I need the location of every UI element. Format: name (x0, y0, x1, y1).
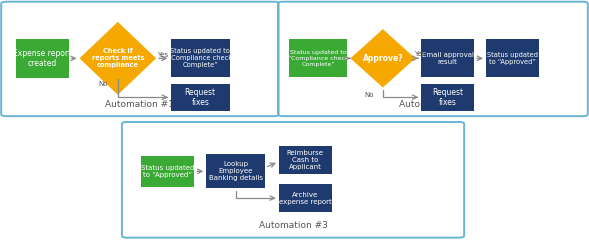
Text: Approve?: Approve? (363, 54, 403, 63)
Text: Request
fixes: Request fixes (432, 87, 463, 107)
FancyBboxPatch shape (279, 146, 332, 174)
Text: Archive
expense report: Archive expense report (279, 191, 332, 205)
Text: No: No (364, 92, 373, 98)
FancyBboxPatch shape (421, 40, 474, 77)
Text: Automation #1: Automation #1 (105, 100, 174, 109)
Text: Request
fixes: Request fixes (185, 87, 216, 107)
Text: Status updated to
“Compliance check
Complete”: Status updated to “Compliance check Comp… (168, 48, 232, 68)
Text: Automation #2: Automation #2 (399, 100, 467, 109)
Polygon shape (350, 29, 415, 87)
FancyBboxPatch shape (486, 40, 539, 77)
FancyBboxPatch shape (206, 154, 265, 188)
Text: Yes: Yes (413, 52, 425, 57)
FancyBboxPatch shape (279, 184, 332, 212)
FancyBboxPatch shape (171, 40, 230, 77)
Text: Reimburse
Cash to
Applicant: Reimburse Cash to Applicant (287, 150, 323, 170)
FancyBboxPatch shape (421, 84, 474, 111)
Text: Email approval
result: Email approval result (422, 52, 474, 65)
FancyBboxPatch shape (171, 84, 230, 111)
Text: Status updated
to “Approved”: Status updated to “Approved” (487, 52, 538, 65)
Text: No: No (98, 81, 108, 87)
Text: Automation #3: Automation #3 (259, 221, 327, 230)
FancyBboxPatch shape (141, 156, 194, 187)
Text: Status updated
to “Approved”: Status updated to “Approved” (141, 165, 194, 178)
FancyBboxPatch shape (16, 39, 69, 78)
Polygon shape (80, 22, 156, 95)
Text: Lookup
Employee
Banking details: Lookup Employee Banking details (209, 161, 263, 181)
FancyBboxPatch shape (289, 40, 347, 77)
Text: Check if
reports meets
compliance: Check if reports meets compliance (91, 48, 144, 68)
Text: Yes: Yes (157, 52, 169, 58)
Text: Expense report
created: Expense report created (14, 49, 71, 68)
Text: Status updated to
“Compliance check
Complete”: Status updated to “Compliance check Comp… (287, 50, 349, 67)
